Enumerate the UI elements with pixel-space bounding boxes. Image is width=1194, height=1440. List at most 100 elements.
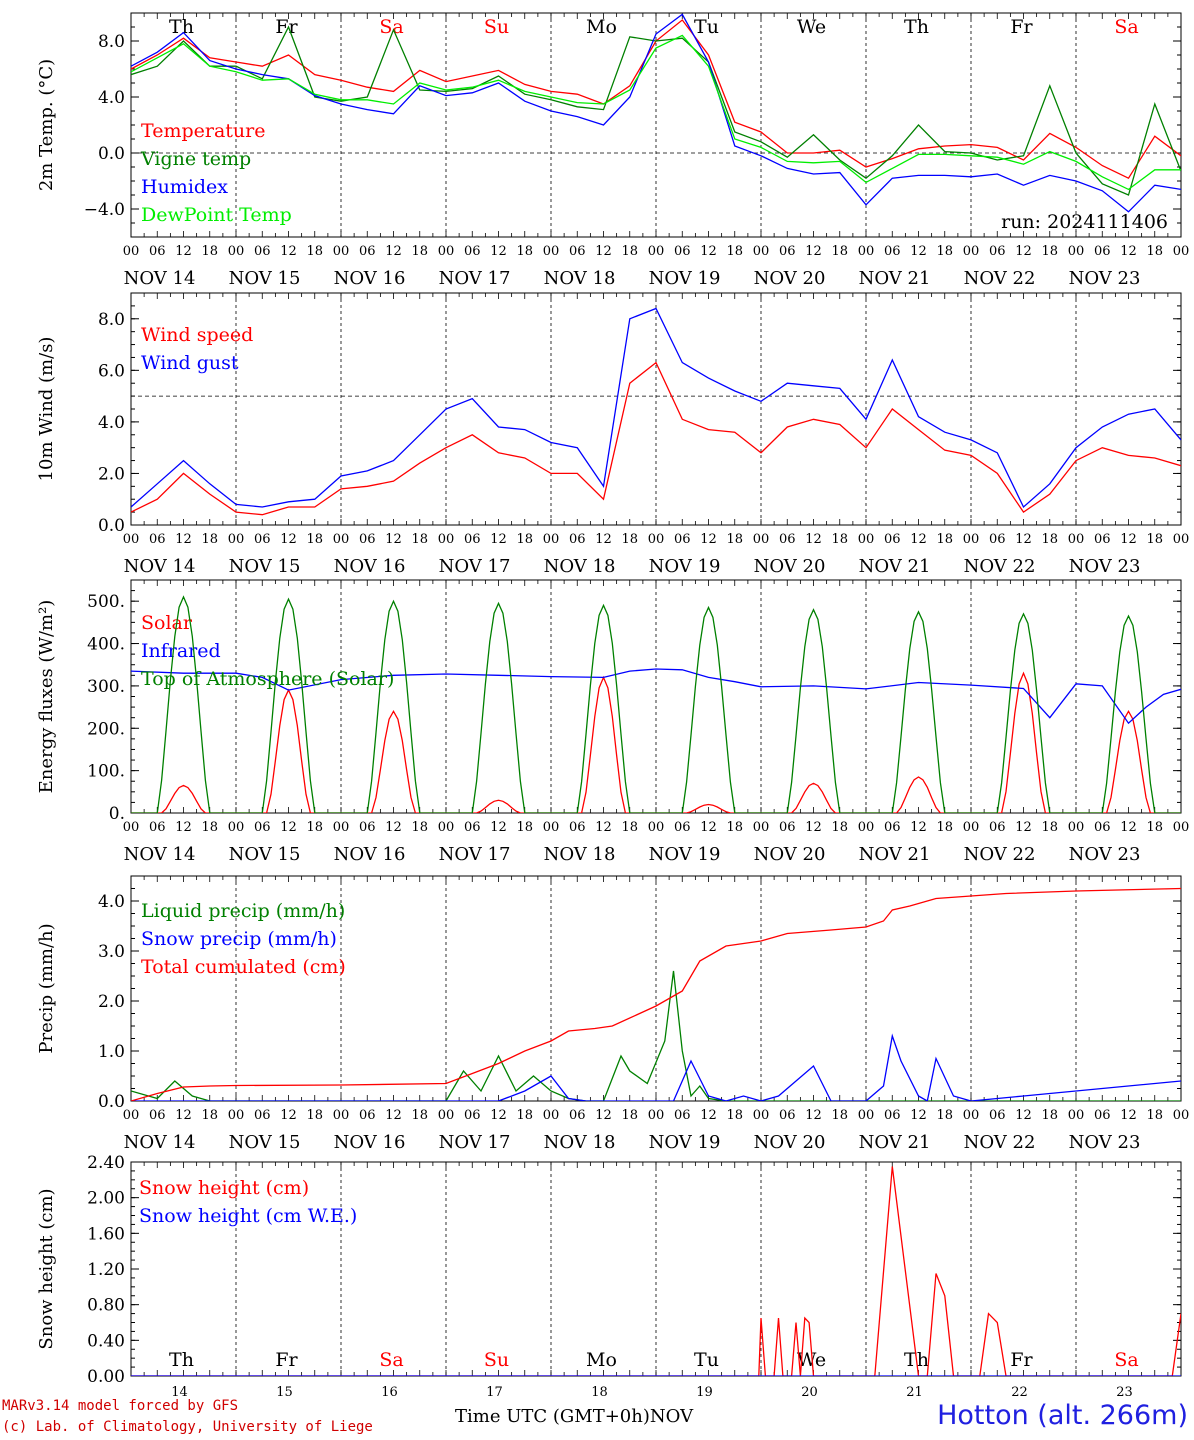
y-tick-label: 200. xyxy=(87,719,125,739)
date-label: NOV 16 xyxy=(334,268,406,289)
hour-tick-label: 06 xyxy=(779,1108,796,1123)
hour-tick-label: 12 xyxy=(280,244,297,259)
hour-tick-label: 06 xyxy=(674,532,691,547)
legend-entry: Snow height (cm) xyxy=(139,1177,309,1199)
hour-tick-label: 00 xyxy=(648,820,665,835)
legend-entry: Humidex xyxy=(141,176,228,198)
hour-tick-label: 18 xyxy=(621,532,638,547)
hour-tick-label: 12 xyxy=(385,820,402,835)
legend-entry: Snow precip (mm/h) xyxy=(141,928,337,950)
date-label: NOV 17 xyxy=(439,844,511,865)
hour-tick-label: 12 xyxy=(385,532,402,547)
series-line-2 xyxy=(131,668,1181,725)
series-line-2 xyxy=(131,25,1181,196)
hour-tick-label: 00 xyxy=(438,532,455,547)
date-label: NOV 17 xyxy=(439,556,511,577)
date-label: NOV 21 xyxy=(859,844,931,865)
legend-entry: Top of Atmosphere (Solar) xyxy=(141,668,394,690)
y-axis-label: 2m Temp. (°C) xyxy=(36,59,57,191)
hour-tick-label: 06 xyxy=(569,244,586,259)
model-credit: MARv3.14 model forced by GFS xyxy=(2,1398,239,1414)
hour-tick-label: 18 xyxy=(411,244,428,259)
hour-tick-label: 18 xyxy=(201,1108,218,1123)
hour-tick-label: 12 xyxy=(1015,1108,1032,1123)
hour-tick-label: 18 xyxy=(621,244,638,259)
y-tick-label: 8.0 xyxy=(98,32,125,52)
hour-tick-label: 00 xyxy=(123,820,140,835)
hour-tick-label: 00 xyxy=(333,1108,350,1123)
hour-tick-label: 00 xyxy=(228,820,245,835)
y-tick-label: 8.0 xyxy=(98,310,125,330)
hour-tick-label: 12 xyxy=(1015,820,1032,835)
date-label: NOV 18 xyxy=(544,268,616,289)
hour-tick-label: 00 xyxy=(753,1108,770,1123)
hour-tick-label: 18 xyxy=(936,532,953,547)
weekday-label: Su xyxy=(484,1349,509,1371)
date-label: NOV 23 xyxy=(1069,268,1141,289)
date-label: NOV 20 xyxy=(754,556,826,577)
hour-tick-label: 00 xyxy=(963,244,980,259)
hour-tick-label: 00 xyxy=(648,244,665,259)
hour-tick-label: 12 xyxy=(280,1108,297,1123)
hour-tick-label: 06 xyxy=(884,1108,901,1123)
weekday-label: Fr xyxy=(1010,16,1033,38)
date-label: NOV 16 xyxy=(334,1132,406,1153)
hour-tick-label: 12 xyxy=(700,244,717,259)
hour-tick-label: 12 xyxy=(490,820,507,835)
hour-tick-label: 12 xyxy=(1120,820,1137,835)
panel-2: 0.0 2.0 4.0 6.0 8.0 10m Wind (m/s) 00 06 12 18 NOV… xyxy=(36,292,1189,577)
date-label: NOV 19 xyxy=(649,1132,721,1153)
legend-entry: DewPoint Temp xyxy=(141,204,292,226)
hour-tick-label: 00 xyxy=(963,532,980,547)
y-tick-label: 0.80 xyxy=(87,1296,125,1316)
hour-tick-label: 06 xyxy=(359,1108,376,1123)
date-label: NOV 23 xyxy=(1069,556,1141,577)
panel-3: 0. 100. 200. 300. 400. 500. Energy fluxes (W/m… xyxy=(36,579,1189,865)
hour-tick-label: 00 xyxy=(858,820,875,835)
weekday-label: Fr xyxy=(1010,1349,1033,1371)
hour-tick-label: 00 xyxy=(1173,1108,1190,1123)
hour-tick-label: 00 xyxy=(438,1108,455,1123)
y-tick-label: 1.20 xyxy=(87,1260,125,1280)
hour-tick-label: 12 xyxy=(175,244,192,259)
date-label: NOV 15 xyxy=(229,1132,301,1153)
hour-tick-label: 18 xyxy=(726,1108,743,1123)
y-tick-label: 300. xyxy=(87,677,125,697)
weekday-label: Tu xyxy=(694,16,719,38)
hour-tick-label: 06 xyxy=(359,532,376,547)
day-number-label: 22 xyxy=(1011,1385,1028,1400)
panel-5: 0.00 0.40 0.80 1.20 1.60 2.00 2.40 Snow height … xyxy=(36,1153,1182,1400)
y-tick-label: −4.0 xyxy=(84,200,125,220)
hour-tick-label: 18 xyxy=(1041,244,1058,259)
hour-tick-label: 00 xyxy=(1068,820,1085,835)
y-tick-label: 4.0 xyxy=(98,413,125,433)
hour-tick-label: 18 xyxy=(411,532,428,547)
y-tick-label: 4.0 xyxy=(98,892,125,912)
hour-tick-label: 18 xyxy=(936,820,953,835)
hour-tick-label: 06 xyxy=(779,532,796,547)
day-number-label: 19 xyxy=(696,1385,713,1400)
hour-tick-label: 06 xyxy=(674,1108,691,1123)
hour-tick-label: 00 xyxy=(438,820,455,835)
y-tick-label: 0.0 xyxy=(98,516,125,536)
hour-tick-label: 12 xyxy=(1120,1108,1137,1123)
legend-entry: Solar xyxy=(141,612,193,634)
date-label: NOV 15 xyxy=(229,844,301,865)
hour-tick-label: 12 xyxy=(175,1108,192,1123)
date-label: NOV 17 xyxy=(439,1132,511,1153)
hour-tick-label: 12 xyxy=(490,1108,507,1123)
y-tick-label: 1.0 xyxy=(98,1042,125,1062)
hour-tick-label: 00 xyxy=(1068,1108,1085,1123)
date-label: NOV 19 xyxy=(649,556,721,577)
hour-tick-label: 00 xyxy=(123,532,140,547)
legend-entry: Liquid precip (mm/h) xyxy=(141,900,345,922)
date-label: NOV 19 xyxy=(649,268,721,289)
series-line-1 xyxy=(131,361,1181,516)
hour-tick-label: 06 xyxy=(884,820,901,835)
hour-tick-label: 18 xyxy=(516,244,533,259)
hour-tick-label: 12 xyxy=(595,244,612,259)
hour-tick-label: 18 xyxy=(936,1108,953,1123)
y-tick-label: 0.0 xyxy=(98,144,125,164)
panel-4: 0.0 1.0 2.0 3.0 4.0 Precip (mm/h) 00 06 12 18 NOV … xyxy=(36,875,1190,1153)
